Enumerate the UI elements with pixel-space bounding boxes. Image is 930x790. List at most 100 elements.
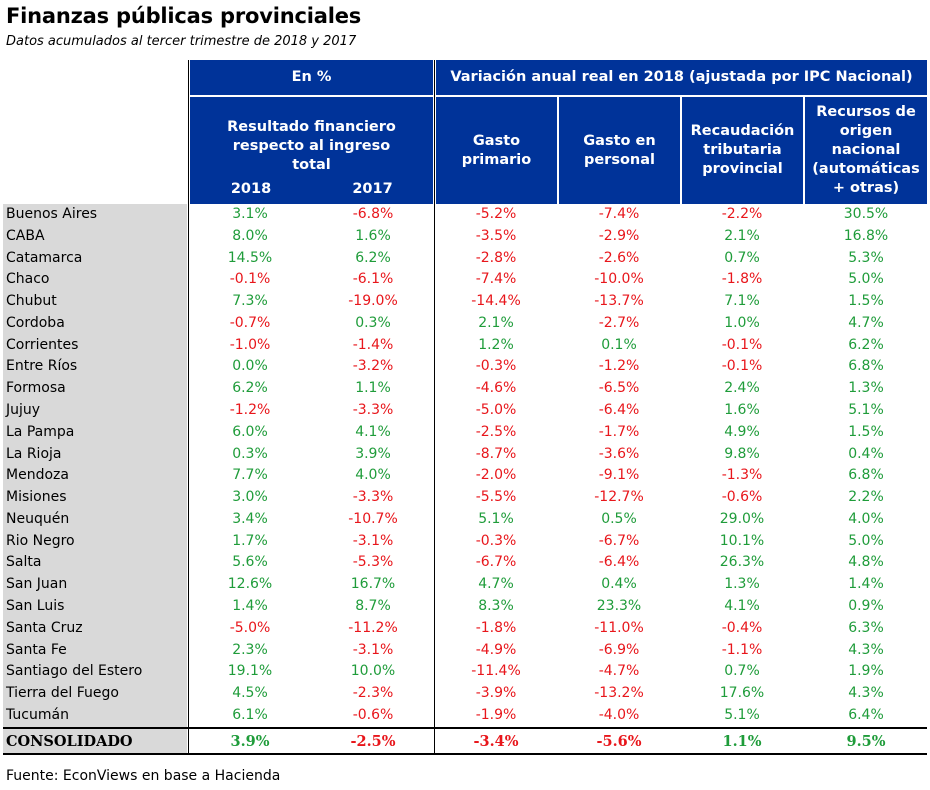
value-cell: -1.4% [352,336,394,353]
consolidado-bottom-border [3,753,927,755]
value-cell: 6.2% [232,380,268,397]
value-cell: 4.3% [848,685,884,702]
value-cell: 6.8% [848,467,884,484]
province-name: La Rioja [6,445,62,462]
value-cell: -1.3% [721,467,763,484]
value-cell: -6.1% [352,271,394,288]
province-name: San Luis [6,598,65,615]
value-cell: 7.3% [232,293,268,310]
value-cell: -1.8% [721,271,763,288]
value-cell: 5.0% [848,271,884,288]
province-name: Santa Cruz [6,619,83,636]
value-cell: -9.1% [598,467,640,484]
value-cell: -2.3% [352,685,394,702]
value-cell: -0.1% [721,336,763,353]
value-cell: 29.0% [719,510,765,527]
value-cell: 19.1% [227,663,273,680]
value-cell: 5.0% [848,532,884,549]
table-row: San Juan 12.6% 16.7% 4.7% 0.4% 1.3% 1.4% [0,574,930,596]
province-name: Santa Fe [6,641,67,658]
value-cell: 10.1% [719,532,765,549]
value-cell: 0.1% [601,336,637,353]
value-cell: 30.5% [843,206,889,222]
header-gasto-personal: Gasto en personal [559,97,680,204]
value-cell: 4.7% [478,576,514,593]
value-cell: -0.1% [229,271,271,288]
value-cell: -2.2% [721,206,763,222]
value-cell: -5.6% [596,733,642,750]
province-name: La Pampa [6,423,75,440]
province-name: Tierra del Fuego [6,685,119,702]
value-cell: -4.0% [598,706,640,723]
value-cell: -11.4% [471,663,521,680]
value-cell: 5.6% [232,554,268,571]
table-row: Chubut 7.3% -19.0% -14.4% -13.7% 7.1% 1.5% [0,291,930,313]
source-note: Fuente: EconViews en base a Hacienda [6,768,281,784]
value-cell: -19.0% [348,293,398,310]
value-cell: 16.7% [350,576,396,593]
value-cell: -2.5% [350,733,396,750]
value-cell: 4.3% [848,641,884,658]
value-cell: 1.6% [355,227,391,244]
value-cell: 1.0% [724,314,760,331]
province-name: Misiones [6,489,67,506]
province-name: Buenos Aires [6,206,98,222]
value-cell: 6.2% [355,249,391,266]
value-cell: 1.5% [848,423,884,440]
value-cell: -5.2% [475,206,517,222]
header-group-percent: En % [190,60,433,95]
value-cell: -8.7% [475,445,517,462]
value-cell: -6.4% [598,554,640,571]
value-cell: -0.4% [721,619,763,636]
value-cell: -0.6% [721,489,763,506]
value-cell: 2.4% [724,380,760,397]
value-cell: -11.2% [348,619,398,636]
province-name: Mendoza [6,467,69,484]
value-cell: -14.4% [471,293,521,310]
header-resultado: Resultado financiero respecto al ingreso… [190,97,433,175]
value-cell: 9.8% [724,445,760,462]
value-cell: 0.7% [724,249,760,266]
table-row: CABA 8.0% 1.6% -3.5% -2.9% 2.1% 16.8% [0,226,930,248]
value-cell: 4.9% [724,423,760,440]
value-cell: 12.6% [227,576,273,593]
province-label-column [3,204,187,727]
value-cell: -6.8% [352,206,394,222]
value-cell: 0.3% [232,445,268,462]
value-cell: 16.8% [843,227,889,244]
consolidado-top-border [3,727,927,729]
province-name: Entre Ríos [6,358,78,375]
consolidado-label: CONSOLIDADO [6,733,133,750]
header-gasto-personal-label: Gasto en personal [583,132,656,168]
value-cell: 5.1% [848,402,884,419]
province-name: San Juan [6,576,68,593]
province-name: Neuquén [6,510,70,527]
table-row: Formosa 6.2% 1.1% -4.6% -6.5% 2.4% 1.3% [0,378,930,400]
value-cell: -7.4% [598,206,640,222]
value-cell: -11.0% [594,619,644,636]
value-cell: -5.3% [352,554,394,571]
value-cell: 7.1% [724,293,760,310]
value-cell: 5.1% [724,706,760,723]
province-name: Chaco [6,271,50,288]
value-cell: -3.3% [352,402,394,419]
value-cell: -13.2% [594,685,644,702]
value-cell: 1.3% [848,380,884,397]
table-row: Entre Ríos 0.0% -3.2% -0.3% -1.2% -0.1% 6.8% [0,356,930,378]
value-cell: -5.0% [229,619,271,636]
value-cell: -5.5% [475,489,517,506]
province-name: Tucumán [6,706,69,723]
value-cell: 4.1% [724,598,760,615]
value-cell: 6.3% [848,619,884,636]
value-cell: -6.7% [475,554,517,571]
province-name: Corrientes [6,336,79,353]
value-cell: 6.8% [848,358,884,375]
value-cell: -10.0% [594,271,644,288]
header-recursos: Recursos de origen nacional (automáticas… [805,97,927,204]
value-cell: -1.9% [475,706,517,723]
value-cell: -3.4% [473,733,519,750]
value-cell: -6.7% [598,532,640,549]
value-cell: -1.0% [229,336,271,353]
province-name: Santiago del Estero [6,663,143,680]
value-cell: 0.0% [232,358,268,375]
